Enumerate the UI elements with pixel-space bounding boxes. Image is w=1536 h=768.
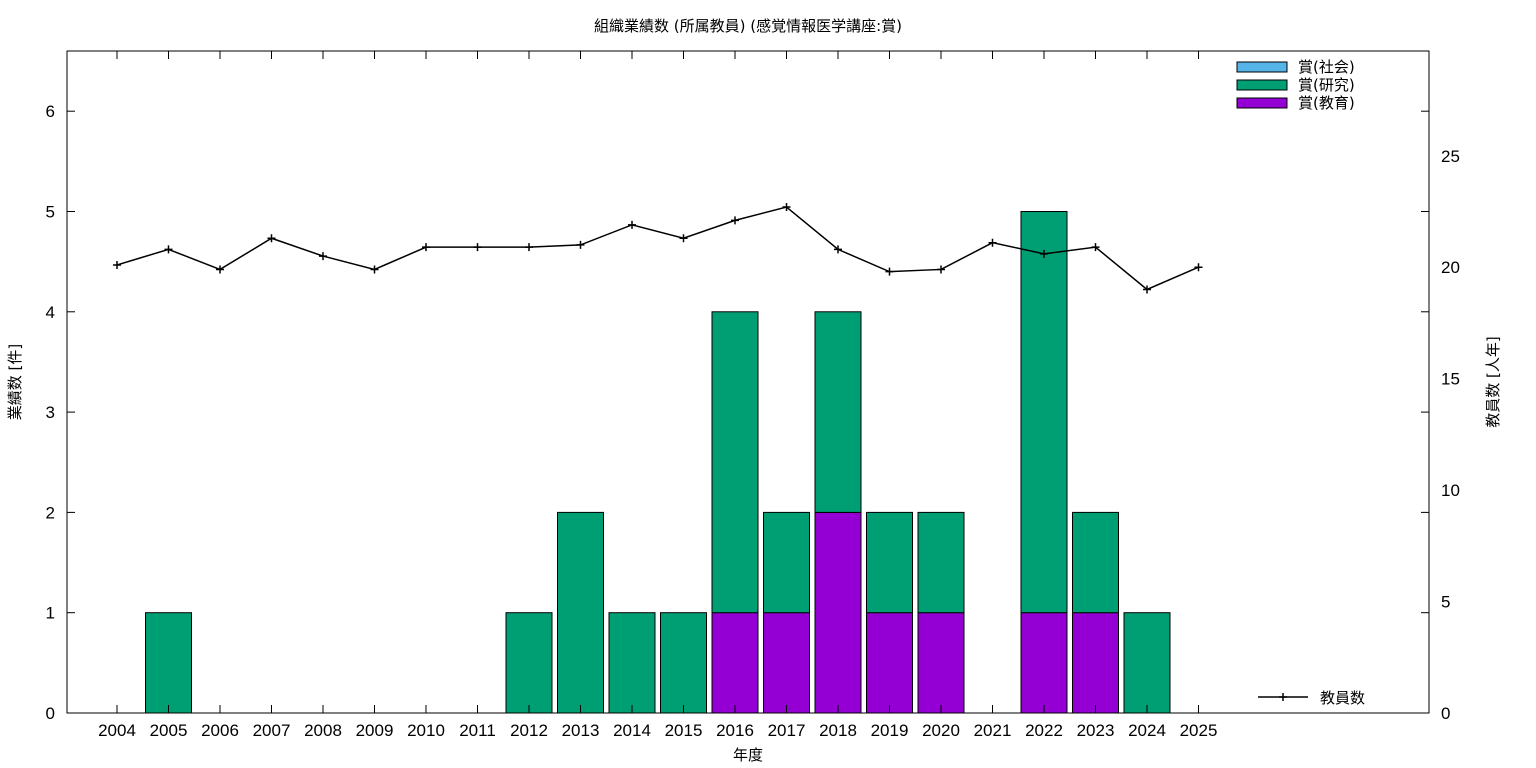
bar (145, 612, 192, 714)
staff-point (628, 220, 636, 229)
staff-point (422, 243, 430, 252)
bar (1123, 612, 1171, 714)
legend-swatch (1236, 79, 1288, 91)
bar (711, 612, 759, 714)
staff-point (782, 203, 791, 212)
x-tick-label: 2015 (665, 721, 703, 740)
x-tick-label: 2017 (768, 721, 806, 740)
x-tick-label: 2004 (98, 721, 136, 740)
y-tick-label: 1 (46, 604, 55, 623)
staff-point (525, 243, 533, 252)
bar (505, 612, 553, 714)
staff-point (267, 234, 276, 243)
bar (814, 511, 862, 714)
staff-point (1143, 285, 1151, 294)
staff-point (731, 216, 739, 225)
staff-point (473, 243, 482, 252)
staff-point (1194, 263, 1203, 272)
y-tick-label: 3 (46, 403, 55, 422)
x-tick-label: 2018 (819, 721, 857, 740)
x-tick-label: 2019 (871, 721, 909, 740)
bar (1020, 612, 1068, 714)
x-tick-label: 2005 (150, 721, 188, 740)
x-tick-label: 2025 (1180, 721, 1218, 740)
bar (711, 311, 759, 614)
staff-point (164, 245, 173, 254)
x-tick-label: 2021 (974, 721, 1012, 740)
legend-label: 賞(教育) (1298, 94, 1355, 112)
legend-line-marker (1279, 693, 1287, 701)
staff-point (834, 245, 842, 254)
legend-swatch (1236, 61, 1288, 73)
y-axis-label: 業績数 [件] (6, 344, 24, 420)
y2-axis-label: 教員数 [人年] (1484, 336, 1502, 427)
staff-point (113, 260, 121, 269)
staff-point (216, 265, 224, 274)
x-tick-label: 2024 (1128, 721, 1166, 740)
bar (866, 612, 913, 714)
y2-tick-label: 10 (1441, 481, 1460, 500)
staff-point (319, 252, 327, 261)
x-tick-label: 2006 (201, 721, 239, 740)
y-tick-label: 2 (46, 503, 55, 522)
staff-point (576, 240, 585, 249)
chart-title: 組織業績数 (所属教員) (感覚情報医学講座:賞) (594, 17, 902, 35)
bar (557, 511, 604, 714)
legend-label: 賞(研究) (1298, 76, 1355, 94)
x-tick-label: 2014 (613, 721, 651, 740)
bar (763, 511, 810, 614)
x-tick-label: 2023 (1077, 721, 1115, 740)
legend-swatch (1236, 97, 1288, 109)
x-tick-label: 2007 (253, 721, 291, 740)
x-tick-label: 2008 (304, 721, 342, 740)
bar (1072, 511, 1119, 614)
staff-line-group (113, 203, 1203, 294)
x-tick-label: 2013 (562, 721, 600, 740)
legend-label: 教員数 (1320, 689, 1365, 707)
y2-tick-label: 0 (1441, 704, 1450, 723)
staff-point (679, 234, 688, 243)
staff-point (937, 265, 945, 274)
legend-label: 賞(社会) (1298, 58, 1355, 76)
y-tick-label: 0 (46, 704, 55, 723)
y-tick-label: 5 (46, 202, 55, 221)
staff-point (988, 238, 997, 247)
staff-line (116, 206, 1199, 291)
y2-tick-label: 5 (1441, 593, 1450, 612)
y2-tick-label: 25 (1441, 147, 1460, 166)
staff-point (370, 265, 379, 274)
staff-point (1040, 249, 1048, 258)
x-axis-label: 年度 (733, 746, 763, 764)
bar (814, 311, 862, 513)
bar (866, 511, 913, 614)
bar (1072, 612, 1119, 714)
bar (763, 612, 810, 714)
x-tick-label: 2016 (716, 721, 754, 740)
bar (917, 612, 965, 714)
bar (1020, 210, 1068, 614)
y2-tick-label: 15 (1441, 370, 1460, 389)
bar (660, 612, 707, 714)
bar (917, 511, 965, 614)
x-tick-label: 2020 (922, 721, 960, 740)
legend: 賞(社会)賞(研究)賞(教育) 教員数 (1236, 58, 1365, 707)
staff-point (1091, 243, 1100, 252)
x-tick-label: 2009 (356, 721, 394, 740)
x-tick-label: 2022 (1025, 721, 1063, 740)
y-tick-label: 6 (46, 102, 55, 121)
x-tick-label: 2011 (459, 721, 496, 740)
bars-group (145, 210, 1171, 714)
x-tick-label: 2012 (510, 721, 548, 740)
x-tick-label: 2010 (407, 721, 445, 740)
y-tick-label: 4 (46, 303, 55, 322)
y2-tick-label: 20 (1441, 258, 1460, 277)
bar (608, 612, 656, 714)
staff-point (885, 267, 894, 276)
